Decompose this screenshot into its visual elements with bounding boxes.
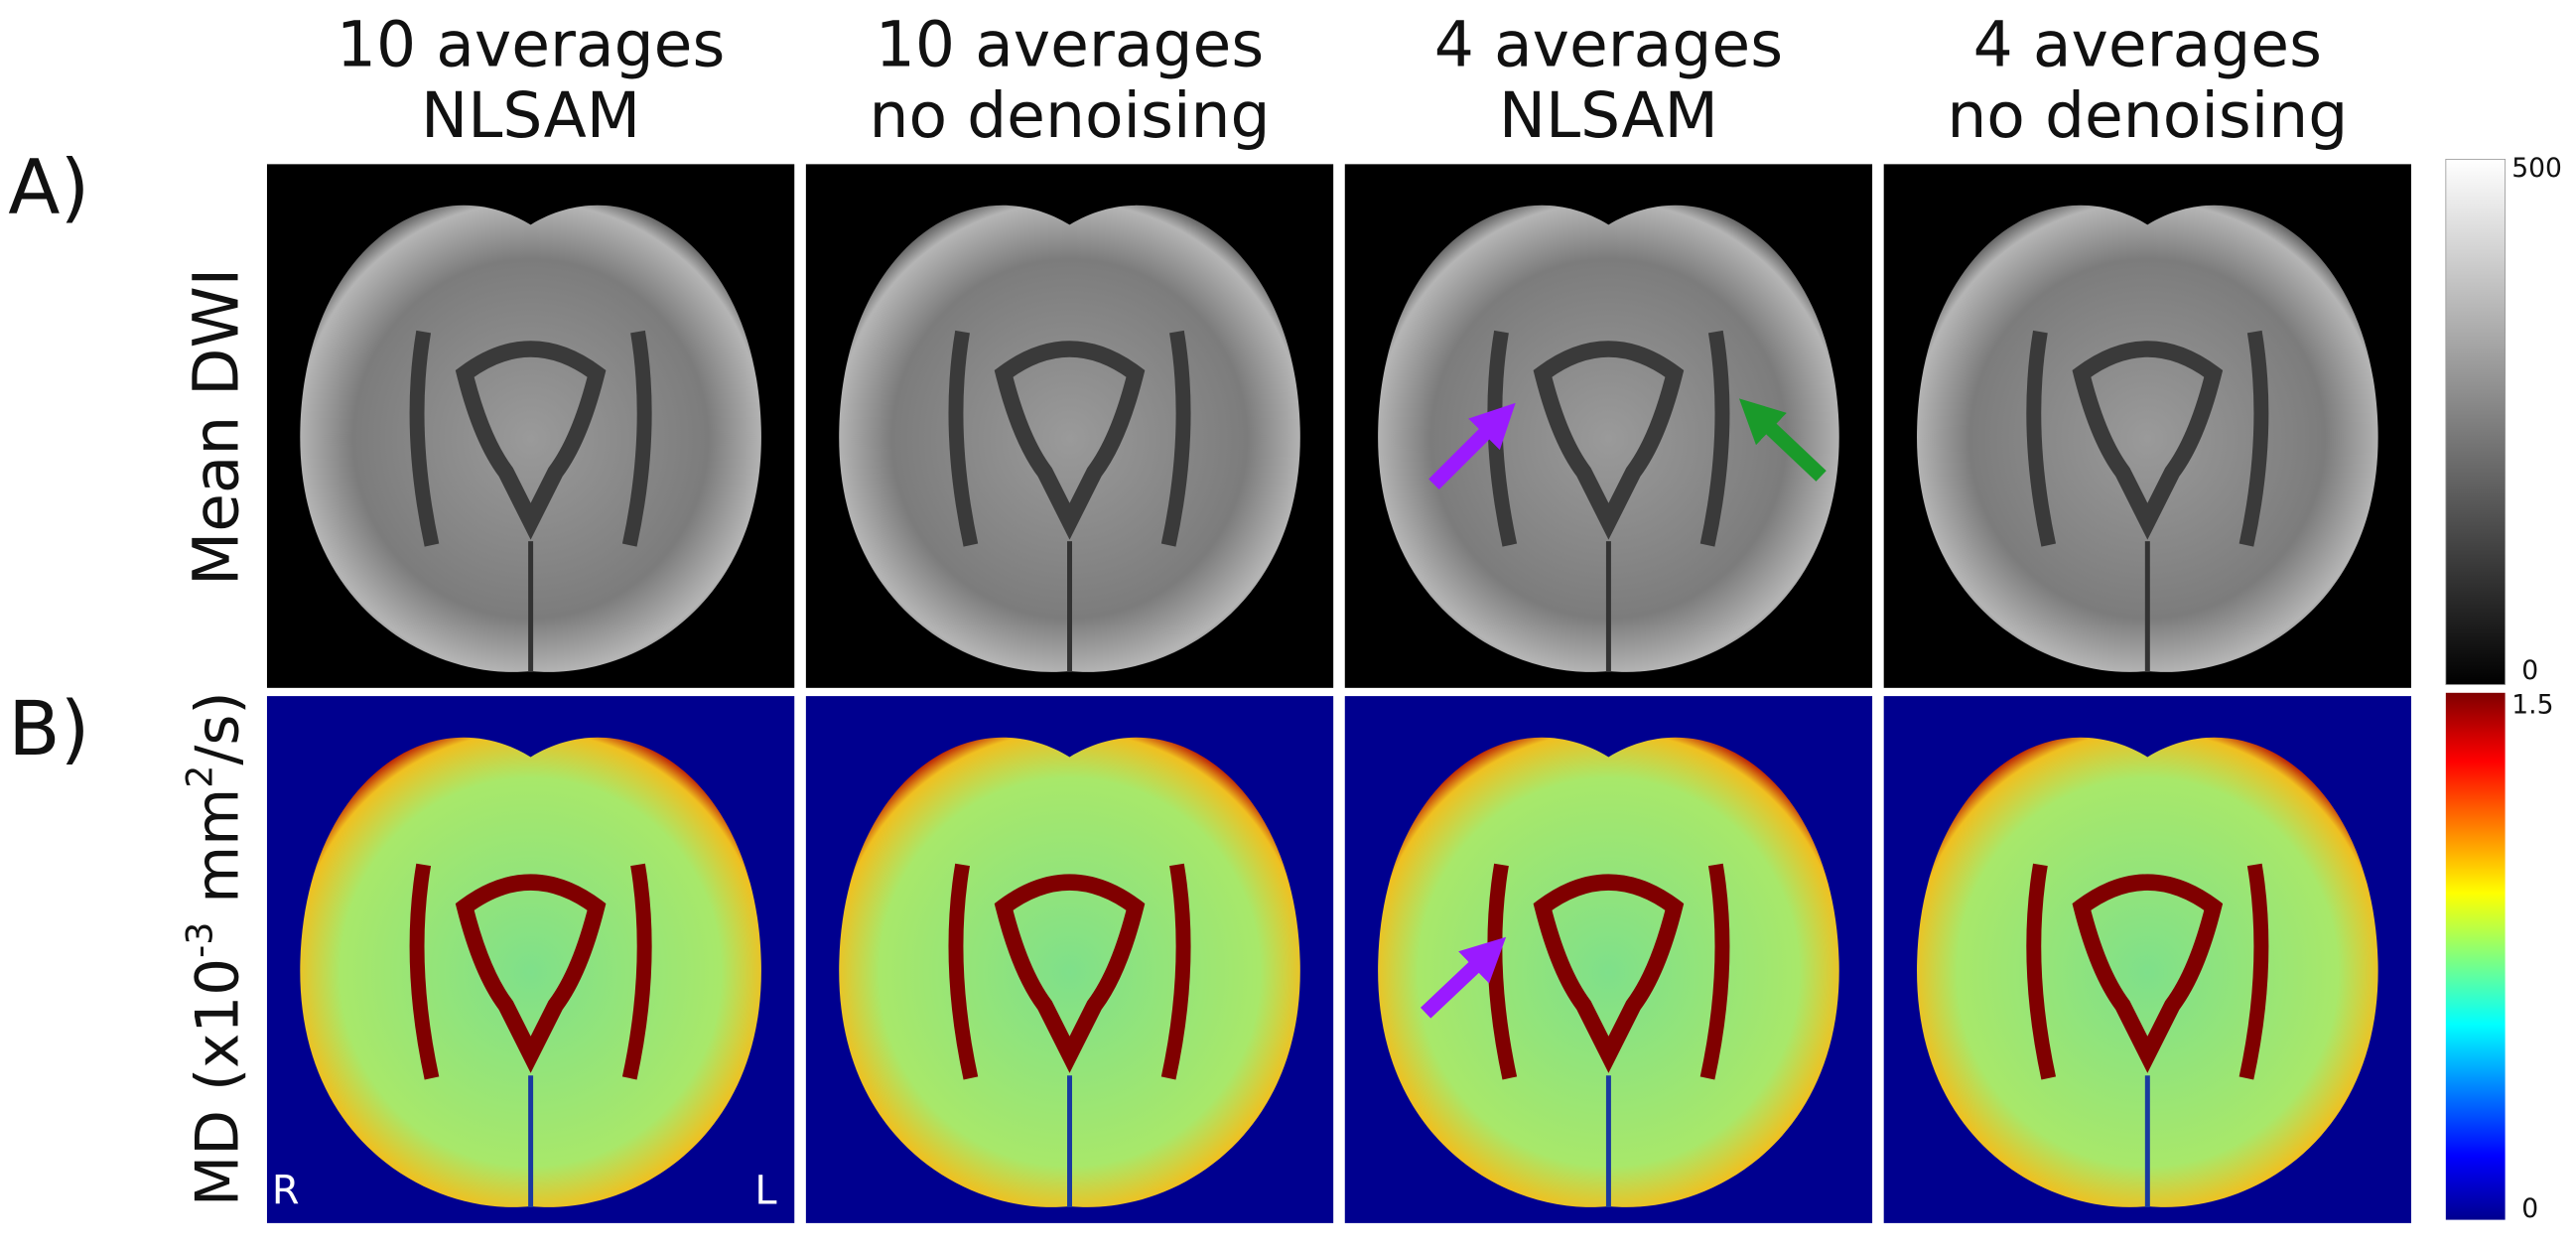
brain (300, 205, 761, 672)
ventricle (1533, 341, 1685, 540)
arrow (1428, 402, 1516, 490)
ventricle (1699, 863, 1730, 1080)
orientation-label: R (272, 1169, 300, 1214)
column-header: NLSAM (421, 79, 640, 152)
brain (1917, 205, 2378, 672)
row-label: MD (x10-3 mm2/s) (178, 691, 252, 1206)
ventricle (1699, 330, 1730, 547)
arrow (1738, 398, 1827, 482)
ventricle (2026, 330, 2057, 547)
label-sup: -3 (178, 922, 220, 958)
ventricle (2072, 341, 2224, 540)
ventricle (1160, 330, 1191, 547)
ventricle (621, 863, 652, 1080)
brain (300, 737, 761, 1207)
row-letter: B) (8, 684, 89, 772)
ventricle (2238, 330, 2269, 547)
ventricle (948, 863, 979, 1080)
label-part: mm (184, 788, 252, 922)
ventricle (455, 341, 607, 540)
ventricle (409, 863, 440, 1080)
ventricle (1160, 863, 1191, 1080)
ventricle (948, 330, 979, 547)
ventricle (2072, 874, 2224, 1073)
column-header: NLSAM (1499, 79, 1718, 152)
ventricle (621, 330, 652, 547)
label-part: MD (x10 (184, 958, 252, 1206)
colorbar (2445, 692, 2506, 1220)
ventricle (994, 874, 1146, 1073)
brain (1378, 205, 1839, 672)
colorbar-label: 0 (2521, 1193, 2538, 1224)
label-part: /s) (184, 691, 252, 764)
colorbar-label: 0 (2521, 655, 2538, 686)
ventricle (455, 874, 607, 1073)
ventricle (409, 330, 440, 547)
colorbar-label: 1.5 (2511, 690, 2553, 721)
ventricle (2026, 863, 2057, 1080)
orientation-label: L (754, 1169, 776, 1214)
brain (839, 737, 1300, 1207)
brain (1917, 737, 2378, 1207)
row-label: Mean DWI (180, 268, 252, 586)
ventricle (994, 341, 1146, 540)
brain (839, 205, 1300, 672)
row-letter: A) (8, 143, 89, 231)
column-header: 10 averages (337, 9, 725, 81)
arrow (1420, 936, 1507, 1019)
colorbar-label: 500 (2511, 153, 2562, 184)
column-header: 10 averages (876, 9, 1264, 81)
colorbar (2445, 158, 2507, 685)
column-header: 4 averages (1434, 9, 1783, 81)
label-sup: 2 (178, 765, 220, 788)
column-header: no denoising (870, 79, 1271, 152)
column-header: 4 averages (1973, 9, 2322, 81)
ventricle (2238, 863, 2269, 1080)
column-header: no denoising (1947, 79, 2348, 152)
brain (1378, 737, 1839, 1207)
ventricle (1533, 874, 1685, 1073)
